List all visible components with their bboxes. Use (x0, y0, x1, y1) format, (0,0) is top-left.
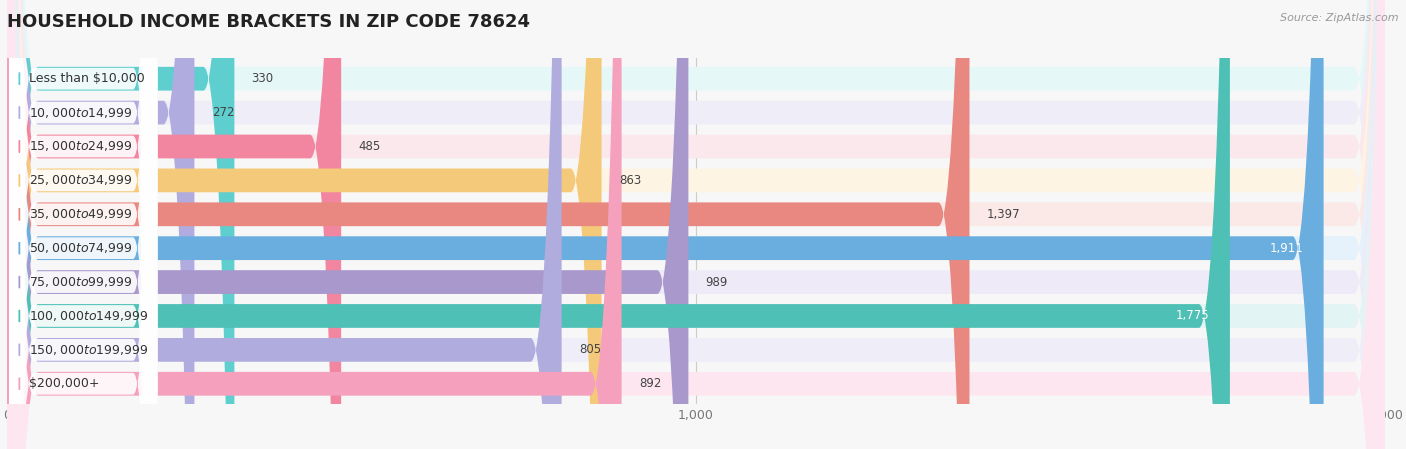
FancyBboxPatch shape (7, 0, 1385, 449)
Text: HOUSEHOLD INCOME BRACKETS IN ZIP CODE 78624: HOUSEHOLD INCOME BRACKETS IN ZIP CODE 78… (7, 13, 530, 31)
FancyBboxPatch shape (7, 0, 1230, 449)
Text: Less than $10,000: Less than $10,000 (30, 72, 145, 85)
FancyBboxPatch shape (8, 0, 157, 449)
Text: $35,000 to $49,999: $35,000 to $49,999 (30, 207, 132, 221)
FancyBboxPatch shape (8, 0, 157, 449)
FancyBboxPatch shape (7, 0, 1385, 449)
Text: 805: 805 (579, 343, 600, 357)
FancyBboxPatch shape (7, 0, 602, 449)
FancyBboxPatch shape (7, 0, 342, 449)
FancyBboxPatch shape (7, 0, 1385, 449)
Text: 485: 485 (359, 140, 381, 153)
FancyBboxPatch shape (7, 0, 970, 449)
Text: 989: 989 (706, 276, 728, 289)
FancyBboxPatch shape (7, 0, 1385, 449)
Text: $15,000 to $24,999: $15,000 to $24,999 (30, 140, 132, 154)
FancyBboxPatch shape (7, 0, 194, 449)
Text: $75,000 to $99,999: $75,000 to $99,999 (30, 275, 132, 289)
Text: $25,000 to $34,999: $25,000 to $34,999 (30, 173, 132, 187)
FancyBboxPatch shape (8, 0, 157, 449)
FancyBboxPatch shape (7, 0, 235, 449)
Text: 892: 892 (638, 377, 661, 390)
FancyBboxPatch shape (7, 0, 689, 449)
Text: 863: 863 (619, 174, 641, 187)
Text: $100,000 to $149,999: $100,000 to $149,999 (30, 309, 149, 323)
Text: $50,000 to $74,999: $50,000 to $74,999 (30, 241, 132, 255)
FancyBboxPatch shape (7, 0, 561, 449)
FancyBboxPatch shape (7, 0, 621, 449)
FancyBboxPatch shape (8, 0, 157, 449)
Text: 272: 272 (212, 106, 235, 119)
Text: $150,000 to $199,999: $150,000 to $199,999 (30, 343, 149, 357)
FancyBboxPatch shape (7, 0, 1385, 449)
Text: 1,911: 1,911 (1270, 242, 1303, 255)
Text: 330: 330 (252, 72, 274, 85)
FancyBboxPatch shape (8, 0, 157, 449)
FancyBboxPatch shape (7, 0, 1385, 449)
FancyBboxPatch shape (8, 0, 157, 449)
Text: Source: ZipAtlas.com: Source: ZipAtlas.com (1281, 13, 1399, 23)
FancyBboxPatch shape (8, 0, 157, 449)
FancyBboxPatch shape (7, 0, 1323, 449)
Text: 1,775: 1,775 (1175, 309, 1209, 322)
Text: 1,397: 1,397 (987, 208, 1021, 221)
FancyBboxPatch shape (8, 0, 157, 449)
Text: $200,000+: $200,000+ (30, 377, 100, 390)
FancyBboxPatch shape (7, 0, 1385, 449)
FancyBboxPatch shape (8, 0, 157, 449)
FancyBboxPatch shape (7, 0, 1385, 449)
FancyBboxPatch shape (7, 0, 1385, 449)
FancyBboxPatch shape (7, 0, 1385, 449)
FancyBboxPatch shape (8, 0, 157, 449)
Text: $10,000 to $14,999: $10,000 to $14,999 (30, 106, 132, 119)
